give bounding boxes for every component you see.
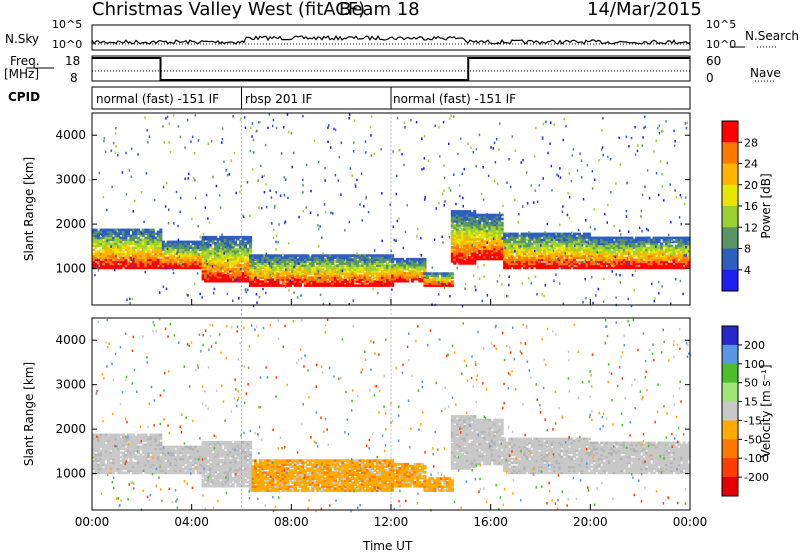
nave-label: Nave bbox=[750, 66, 781, 80]
colorbar-tick-label: 4 bbox=[744, 264, 751, 277]
colorbar-label: Power [dB] bbox=[759, 173, 773, 238]
colorbar-tick-label: 50 bbox=[744, 377, 758, 390]
x-tick-label: 08:00 bbox=[274, 515, 309, 529]
colorbar-segment bbox=[722, 382, 738, 403]
colorbar-tick-label: -15 bbox=[744, 414, 762, 427]
colorbar-tick-label: -200 bbox=[744, 471, 769, 484]
nave-tick-max: 60 bbox=[706, 54, 722, 68]
y-tick-label: 1000 bbox=[55, 467, 86, 481]
colorbar-tick-label: 16 bbox=[744, 200, 758, 213]
colorbar-segment bbox=[722, 142, 738, 164]
colorbar-segment bbox=[722, 439, 738, 459]
nsearch-label: N.Search bbox=[745, 29, 800, 43]
y-tick-label: 4000 bbox=[55, 333, 86, 347]
y-tick-label: 2000 bbox=[55, 422, 86, 436]
nsearch-tick-max: 10^5 bbox=[706, 18, 737, 31]
colorbar-tick-label: -100 bbox=[744, 452, 769, 465]
colorbar-tick-label: 15 bbox=[744, 396, 758, 409]
colorbar-segment bbox=[722, 248, 738, 271]
colorbar-tick-label: 12 bbox=[744, 221, 758, 234]
freq-unit: [MHz] bbox=[4, 67, 40, 81]
freq-strip-frame bbox=[91, 55, 691, 82]
y-tick-label: 4000 bbox=[55, 128, 86, 142]
y-tick-label: 3000 bbox=[55, 378, 86, 392]
y-axis-label: Slant Range [km] bbox=[22, 362, 36, 466]
nsky-trace bbox=[91, 34, 691, 46]
x-tick-label: 12:00 bbox=[374, 515, 409, 529]
x-tick-label: 20:00 bbox=[573, 515, 608, 529]
x-tick-label: 04:00 bbox=[174, 515, 209, 529]
cpid-mode-2: rbsp 201 IF bbox=[245, 92, 313, 106]
date-label: 14/Mar/2015 bbox=[587, 0, 702, 20]
colorbar-tick-label: 8 bbox=[744, 243, 751, 256]
x-tick-label: 00:00 bbox=[673, 515, 708, 529]
colorbar-segment bbox=[722, 344, 738, 365]
x-tick-label: 00:00 bbox=[75, 515, 110, 529]
beam-label: Beam 18 bbox=[339, 0, 420, 20]
freq-tick-min: 8 bbox=[70, 71, 78, 85]
colorbar-tick-label: -50 bbox=[744, 433, 762, 446]
colorbar-tick-label: 100 bbox=[744, 358, 765, 371]
y-axis-label: Slant Range [km] bbox=[22, 157, 36, 261]
colorbar-segment bbox=[722, 458, 738, 478]
colorbar-frame bbox=[721, 325, 739, 497]
station-title: Christmas Valley West (fitACF) bbox=[92, 0, 366, 20]
colorbar-segment bbox=[722, 363, 738, 384]
colorbar-segment bbox=[722, 269, 738, 292]
power-panel-data bbox=[92, 113, 691, 308]
colorbar-segment bbox=[722, 477, 738, 497]
y-tick-label: 3000 bbox=[55, 173, 86, 187]
x-axis-label: Time UT bbox=[363, 539, 413, 553]
nave-tick-min: 0 bbox=[706, 71, 714, 85]
colorbar-segment bbox=[722, 121, 738, 143]
colorbar-segment bbox=[722, 227, 738, 249]
colorbar-segment bbox=[722, 206, 738, 228]
colorbar-label: Velocity [m s⁻¹] bbox=[759, 364, 773, 457]
colorbar-segment bbox=[722, 401, 738, 421]
colorbar-segment bbox=[722, 326, 738, 346]
nsearch-tick-min: 10^0 bbox=[706, 38, 737, 51]
nsky-strip-frame bbox=[91, 24, 691, 51]
colorbar-segment bbox=[722, 420, 738, 440]
cpid-label: CPID bbox=[8, 90, 41, 104]
nsky-tick-max: 10^5 bbox=[52, 18, 83, 31]
colorbar-segment bbox=[722, 163, 738, 186]
x-tick-label: 16:00 bbox=[473, 515, 508, 529]
nsky-tick-min: 10^0 bbox=[52, 38, 83, 51]
colorbar-tick-label: 24 bbox=[744, 158, 758, 171]
nsky-label: N.Sky bbox=[5, 32, 40, 46]
colorbar-segment bbox=[722, 184, 738, 207]
freq-tick-max: 18 bbox=[65, 54, 81, 68]
cpid-mode-3: normal (fast) -151 IF bbox=[393, 92, 517, 106]
frequency-trace bbox=[92, 57, 690, 81]
colorbar-tick-label: 200 bbox=[744, 339, 765, 352]
freq-label: Freq. bbox=[10, 54, 40, 68]
colorbar-tick-label: 28 bbox=[744, 136, 758, 149]
colorbar-tick-label: 20 bbox=[744, 179, 758, 192]
cpid-mode-1: normal (fast) -151 IF bbox=[96, 92, 220, 106]
y-tick-label: 1000 bbox=[55, 262, 86, 276]
y-tick-label: 2000 bbox=[55, 217, 86, 231]
velocity-panel-data bbox=[92, 318, 692, 513]
